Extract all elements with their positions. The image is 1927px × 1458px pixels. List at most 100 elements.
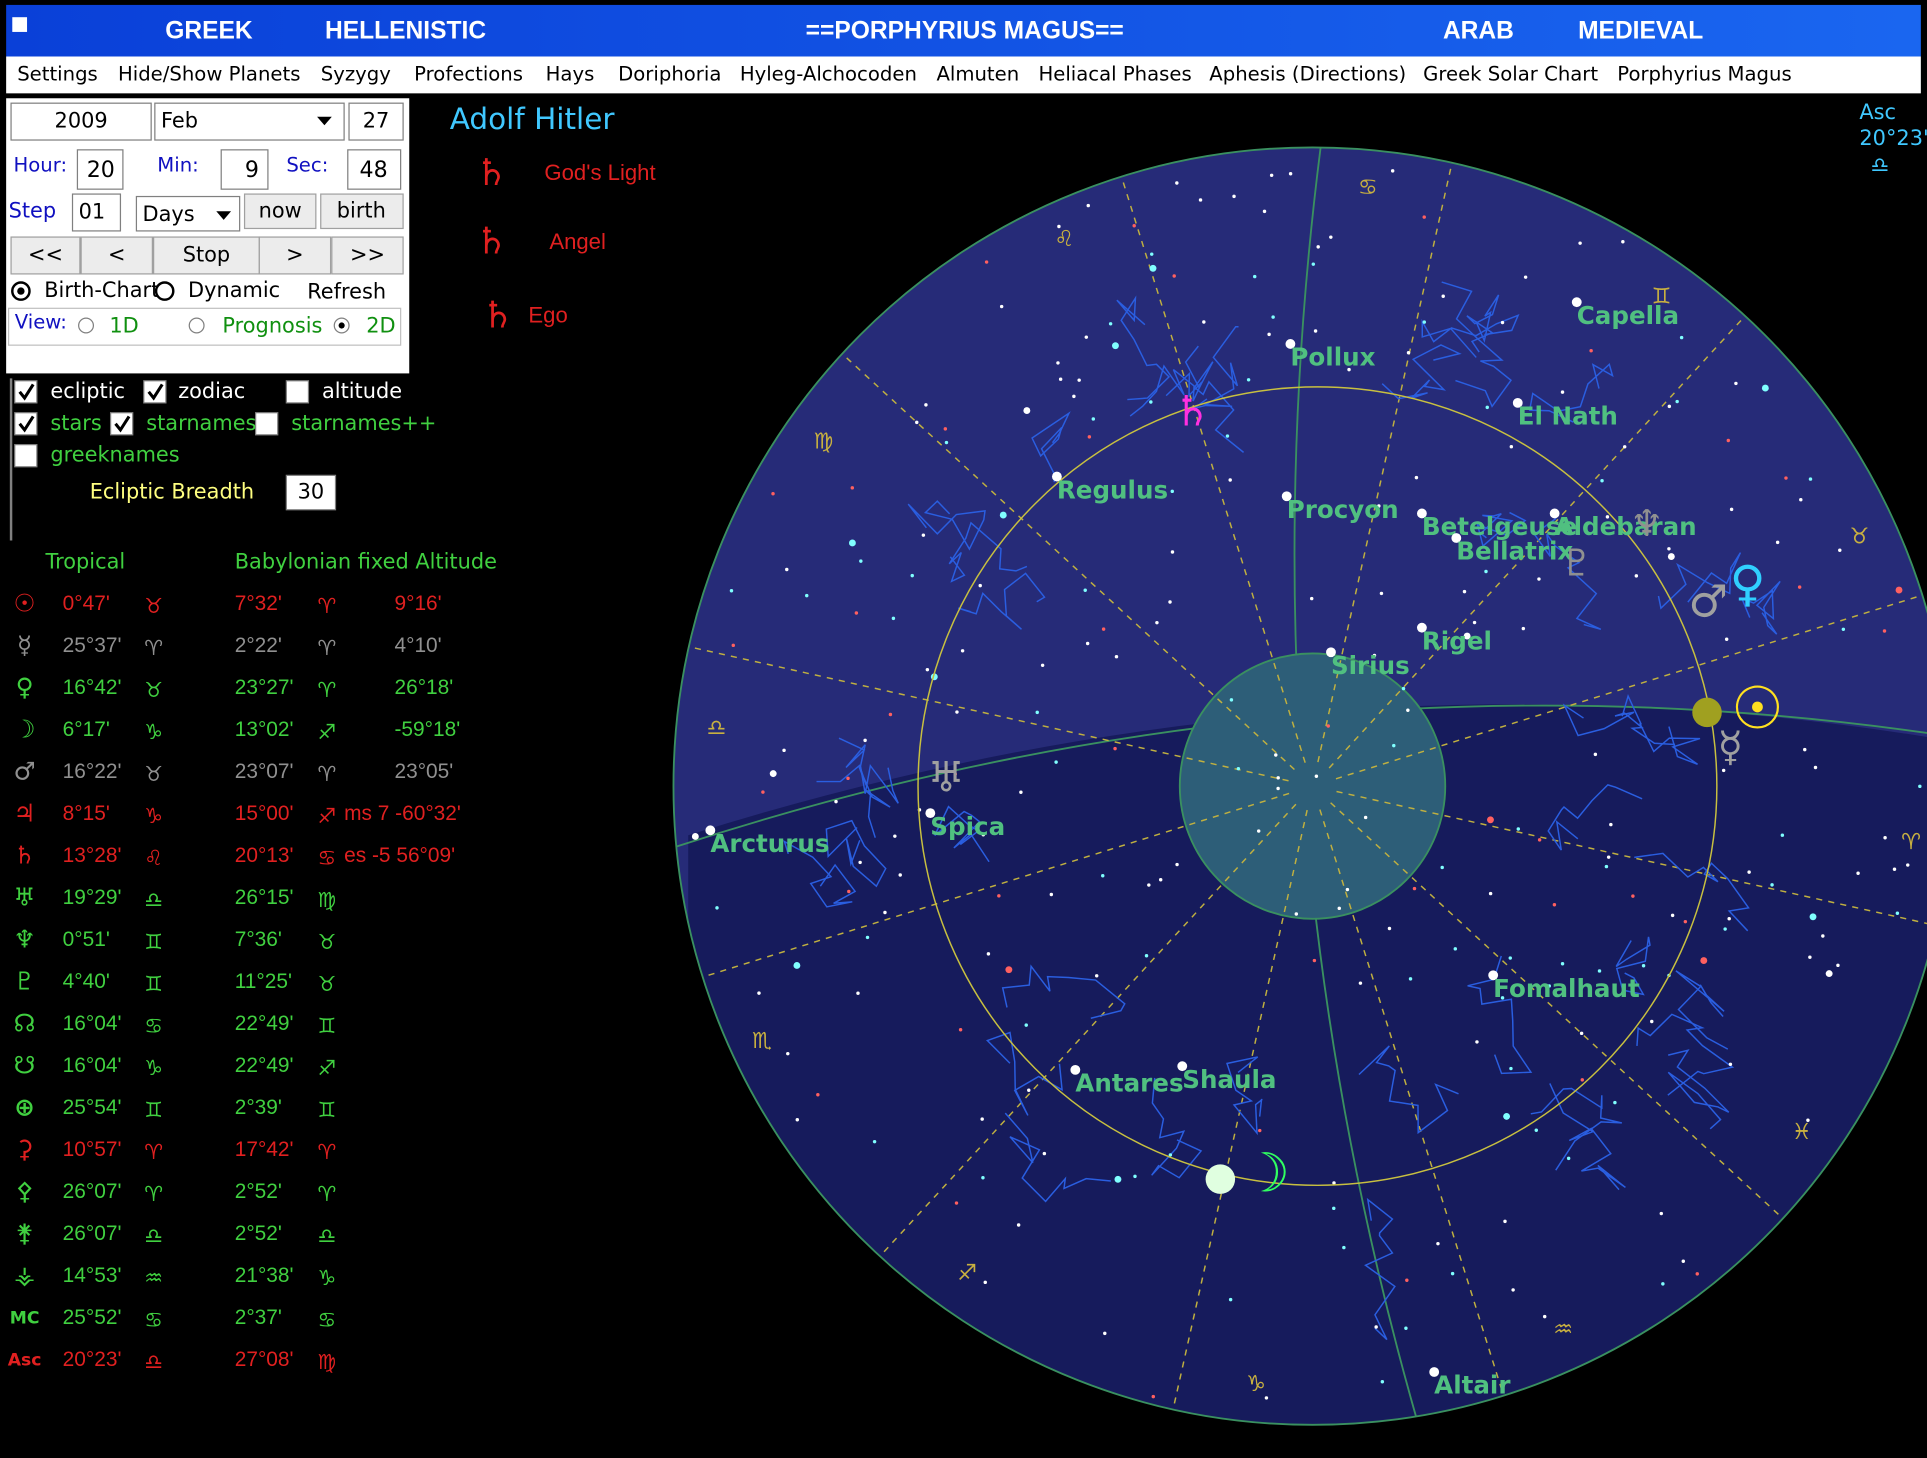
menu-item[interactable]: Profections xyxy=(414,62,523,85)
star xyxy=(1145,954,1148,957)
star xyxy=(1232,195,1235,198)
radio-dot xyxy=(339,322,345,328)
star xyxy=(924,403,927,406)
star xyxy=(1501,321,1504,324)
tropical-sign: ♎ xyxy=(144,1224,163,1248)
breadth: 30 xyxy=(298,480,325,504)
tropical-sign: ♋ xyxy=(144,1308,163,1332)
menu-item[interactable]: Greek Solar Chart xyxy=(1423,62,1598,85)
checkbox[interactable] xyxy=(111,413,133,435)
step-unit: Days xyxy=(143,202,195,226)
babylonian-sign: ♍ xyxy=(318,1350,337,1374)
babylonian: 2°52' xyxy=(235,1180,282,1203)
star xyxy=(1660,1212,1663,1215)
birth-button[interactable]: birth xyxy=(337,198,386,222)
title-tab[interactable]: GREEK xyxy=(165,17,253,44)
checkbox[interactable] xyxy=(256,413,278,435)
star xyxy=(1381,1380,1384,1383)
now-button[interactable]: now xyxy=(259,198,302,222)
refresh-button[interactable]: Refresh xyxy=(307,279,386,303)
zodiac-glyph: ♉ xyxy=(1849,523,1869,549)
app-icon xyxy=(12,17,27,32)
star xyxy=(1253,275,1256,278)
star xyxy=(1784,476,1787,479)
tropical-sign: ♑ xyxy=(144,804,163,828)
star xyxy=(1836,964,1839,967)
babylonian: 11°25' xyxy=(235,970,292,993)
nav-button[interactable]: << xyxy=(28,242,63,266)
checkbox[interactable] xyxy=(144,381,166,403)
checkbox[interactable] xyxy=(15,413,37,435)
nav-button[interactable]: Stop xyxy=(183,242,230,266)
star xyxy=(863,739,866,742)
radio[interactable] xyxy=(156,283,173,300)
menu-item[interactable]: Syzygy xyxy=(321,62,392,85)
star xyxy=(1115,1176,1122,1183)
star xyxy=(1821,934,1824,937)
nav-button[interactable]: < xyxy=(108,242,126,266)
star xyxy=(1056,361,1059,364)
star xyxy=(1770,883,1773,886)
title-tab[interactable]: HELLENISTIC xyxy=(325,17,486,44)
title-tab[interactable]: ARAB xyxy=(1443,17,1514,44)
sec-label: Sec: xyxy=(286,153,328,176)
star xyxy=(1838,549,1841,552)
star xyxy=(1700,957,1707,964)
star xyxy=(1675,400,1678,403)
menu-item[interactable]: Settings xyxy=(17,62,98,85)
babylonian: 23°27' xyxy=(235,676,294,699)
radio[interactable] xyxy=(189,318,204,333)
menu-item[interactable]: Hide/Show Planets xyxy=(118,62,300,85)
asc-label: ♎ xyxy=(1870,153,1889,177)
altitude: -59°18' xyxy=(394,718,460,741)
view-option: Prognosis xyxy=(222,314,322,338)
menu-item[interactable]: Almuten xyxy=(936,62,1019,85)
star xyxy=(1229,1298,1232,1301)
star xyxy=(1918,785,1921,788)
star xyxy=(873,1140,876,1143)
babylonian-sign: ♈ xyxy=(318,678,337,702)
tropical-sign: ♋ xyxy=(144,1014,163,1038)
menu-item[interactable]: Doriphoria xyxy=(618,62,721,85)
row-symbol: ♅ xyxy=(14,882,36,911)
tropical: 25°52' xyxy=(63,1306,122,1329)
menu-item[interactable]: Porphyrius Magus xyxy=(1617,62,1791,85)
planet-glyph: ♇ xyxy=(1560,542,1593,585)
row-symbol: ♂ xyxy=(14,756,36,785)
star xyxy=(1027,1089,1030,1092)
tropical-sign: ♎ xyxy=(144,888,163,912)
asc-label: Asc xyxy=(1859,100,1896,124)
tropical-sign: ♉ xyxy=(144,594,163,618)
tropical: 13°28' xyxy=(63,844,122,867)
checkbox[interactable] xyxy=(286,381,308,403)
checkbox[interactable] xyxy=(15,445,37,467)
nav-button[interactable]: > xyxy=(286,242,304,266)
tropical-sign: ♒ xyxy=(144,1266,163,1290)
star-name: Altair xyxy=(1434,1371,1511,1400)
star xyxy=(955,1201,958,1204)
babylonian: 2°39' xyxy=(235,1096,282,1119)
star xyxy=(855,611,858,614)
menu-item[interactable]: Hyleg-Alchocoden xyxy=(740,62,917,85)
star xyxy=(1413,887,1416,890)
title-tab[interactable]: ==PORPHYRIUS MAGUS== xyxy=(806,17,1124,44)
babylonian-sign: ♐ xyxy=(318,804,337,828)
star xyxy=(1729,1063,1732,1066)
menu-item[interactable]: Hays xyxy=(546,62,595,85)
star xyxy=(1535,1129,1538,1132)
star xyxy=(1271,315,1274,318)
menu-item[interactable]: Heliacal Phases xyxy=(1038,62,1191,85)
view-option: 1D xyxy=(109,314,138,338)
title-tab[interactable]: MEDIEVAL xyxy=(1578,17,1703,44)
checkbox[interactable] xyxy=(15,381,37,403)
star xyxy=(1600,479,1603,482)
nav-button[interactable]: >> xyxy=(350,242,385,266)
babylonian: 17°42' xyxy=(235,1138,294,1161)
star xyxy=(1316,245,1319,248)
tropical-sign: ♌ xyxy=(144,846,163,870)
star xyxy=(1409,977,1412,980)
radio[interactable] xyxy=(79,318,94,333)
menu-item[interactable]: Aphesis (Directions) xyxy=(1209,62,1406,85)
row-symbol: ☽ xyxy=(14,714,36,743)
star xyxy=(1776,541,1779,544)
